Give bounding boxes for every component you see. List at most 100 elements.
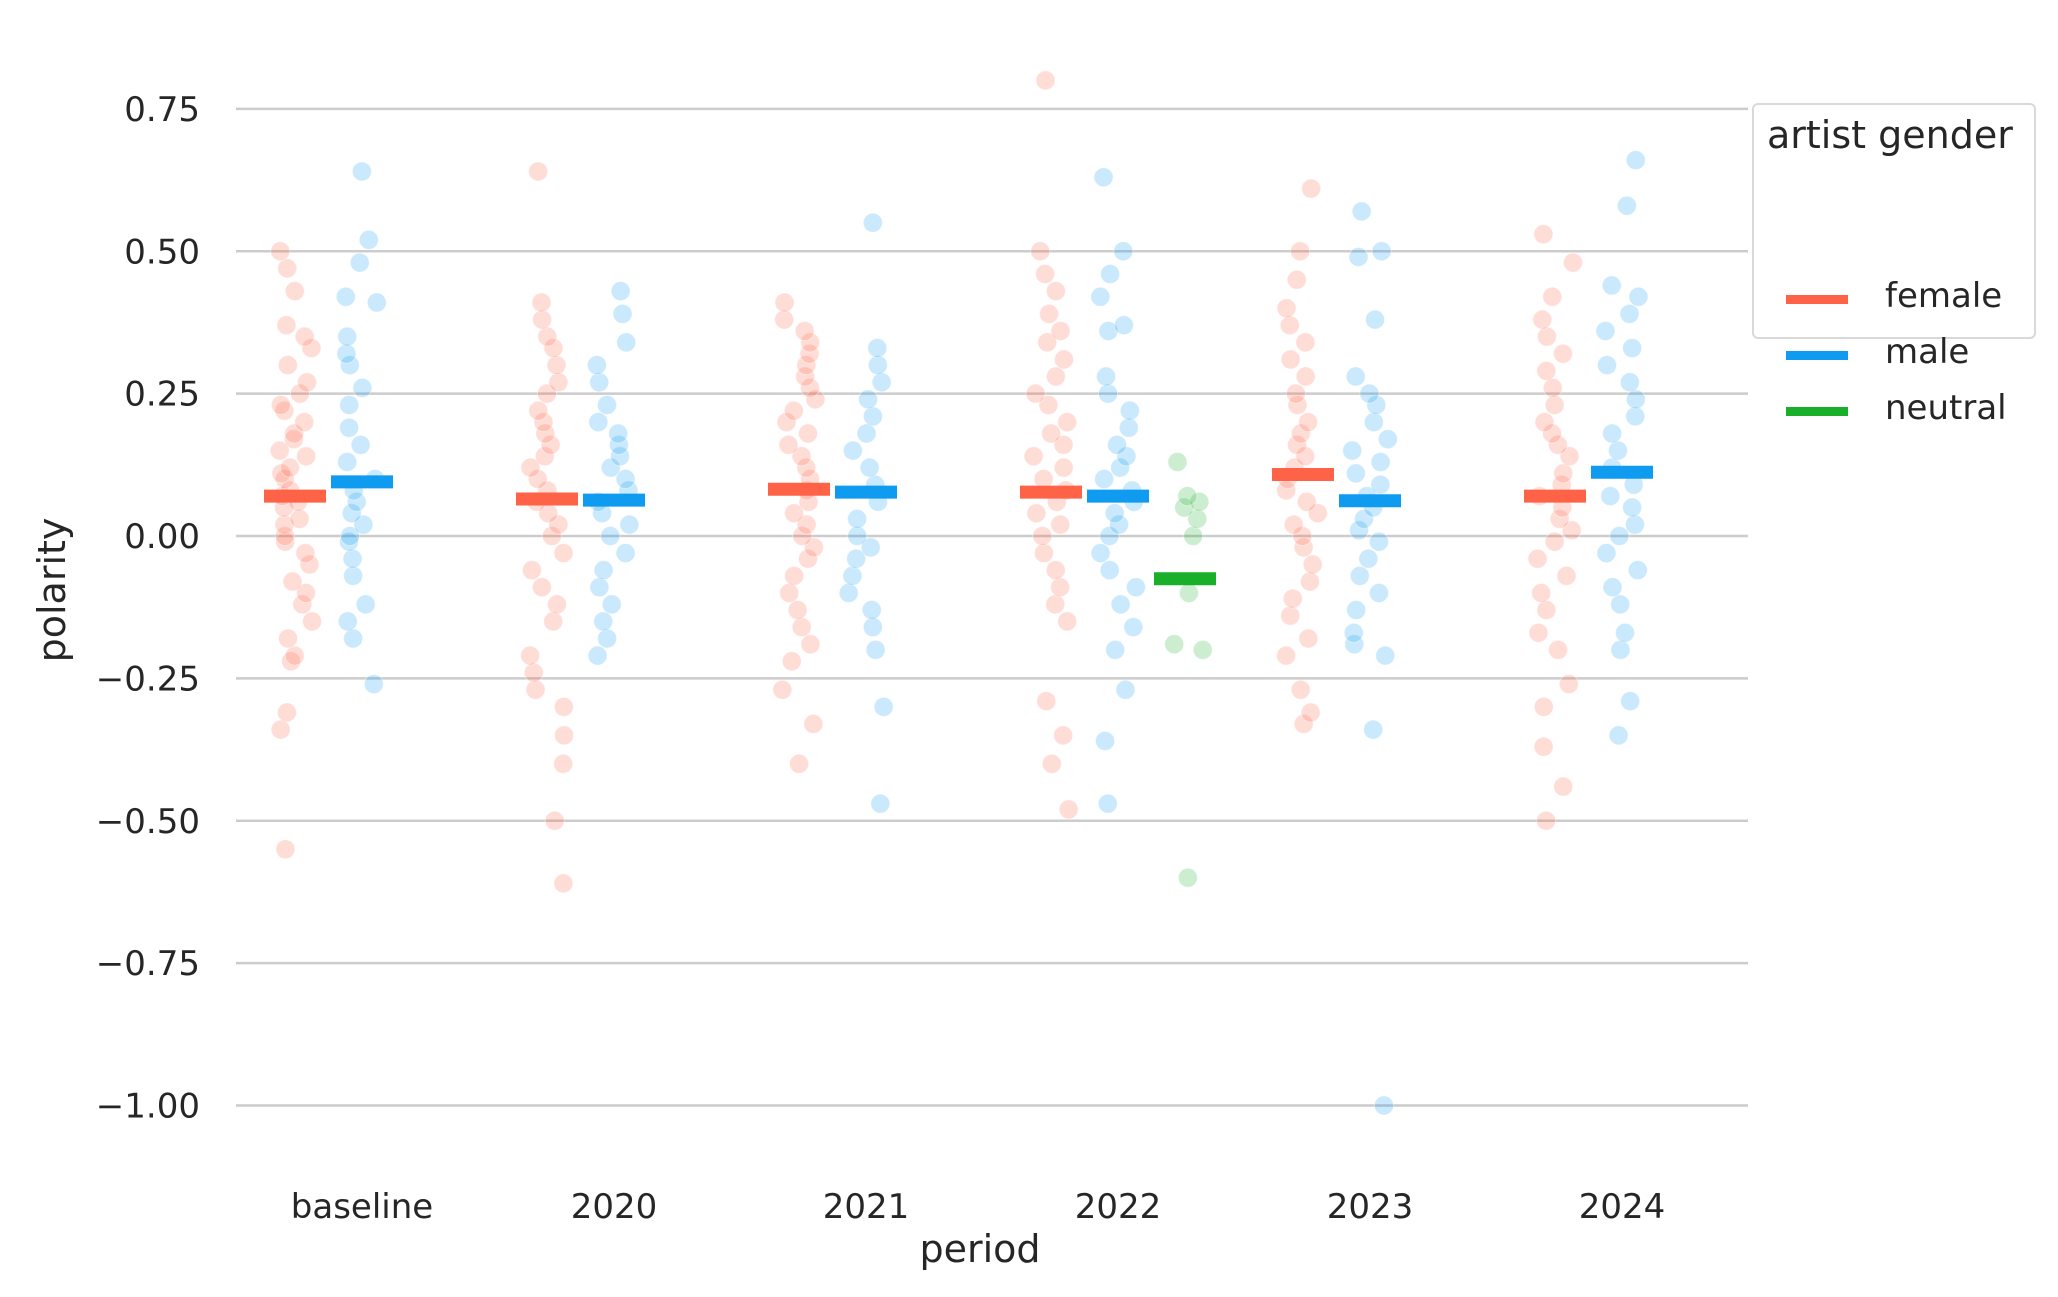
data-point-female [289,508,310,529]
data-point-female [271,463,292,484]
data-point-male [1607,440,1628,461]
data-point-male [335,286,356,307]
data-point-male [1369,582,1390,603]
data-point-male [1614,622,1635,643]
legend-label-female: female [1885,276,2003,316]
data-point-female [269,440,290,461]
data-point-female [1058,799,1079,820]
data-point-male [358,229,379,250]
data-point-female [1038,395,1059,416]
data-point-female [794,320,815,341]
data-point-female [1045,560,1066,581]
data-point-male [1115,679,1136,700]
data-point-male [847,508,868,529]
data-point-male [858,389,879,410]
data-point-female [1045,281,1066,302]
data-point-female [274,469,295,490]
data-point-female [1039,303,1060,324]
data-point-male [363,674,384,695]
data-point-male [1346,600,1367,621]
data-point-male [351,161,372,182]
mean-markers [264,465,1653,586]
data-point-male [1363,412,1384,433]
data-point-female [1035,264,1056,285]
data-point-female [533,412,554,433]
data-point-female [537,326,558,347]
data-point-female [554,725,575,746]
y-axis-label: polarity [30,518,74,663]
data-point-male [1118,417,1139,438]
data-point-female [544,810,565,831]
data-point-male [339,355,360,376]
data-point-male [1370,474,1391,495]
data-point-male [340,526,361,546]
data-point-female [1280,349,1301,370]
data-point-female [1037,332,1058,353]
data-point-male [1348,246,1369,267]
data-point-female [795,366,816,387]
gridlines [236,107,1748,1107]
data-point-male [1627,560,1648,581]
data-point-female [1532,309,1553,330]
data-point-male [862,212,883,233]
data-point-male [1349,565,1370,586]
data-point-male [1365,309,1386,330]
data-point-male [1096,366,1117,387]
data-point-male [1609,526,1630,546]
data-point-female [1549,508,1570,529]
data-point-female [301,338,322,359]
data-point-female [1544,395,1565,416]
data-point-neutral [1174,497,1195,518]
data-point-female [1050,514,1071,535]
data-point-male [610,281,631,302]
data-point-female [523,662,544,683]
data-point-female [282,571,303,592]
data-point-male [1095,731,1116,752]
data-point-neutral [1178,582,1199,603]
data-point-female [1290,423,1311,444]
data-point-male [870,793,891,814]
data-point-male [862,406,883,427]
data-point-female [270,241,291,262]
data-point-male [1119,400,1140,421]
data-point-male [1619,303,1640,324]
legend-label-neutral: neutral [1885,388,2007,428]
data-point-female [784,565,805,586]
data-point-neutral [1164,634,1185,655]
data-point-female [799,377,820,398]
data-point-male [1363,719,1384,740]
data-point-female [1057,412,1078,433]
data-points [269,70,1649,1116]
data-point-male [1090,286,1111,307]
x-tick-labels: baseline 2020 2021 2022 2023 2024 [291,1187,1665,1227]
y-tick-label: 0.25 [124,375,200,415]
data-point-female [540,434,561,455]
data-point-male [842,440,863,461]
data-point-male [1371,241,1392,262]
data-point-neutral [1189,491,1210,512]
data-point-male [1099,526,1120,546]
data-point-female [1041,753,1062,774]
data-point-female [1299,571,1320,592]
y-tick-label: 0.75 [124,90,200,130]
data-point-female [796,355,817,376]
data-point-male [588,412,609,433]
data-point-male [838,582,859,603]
data-point-male [589,577,610,598]
data-point-female [534,446,555,467]
data-point-female [295,582,316,603]
data-point-male [353,514,374,535]
data-point-female [784,503,805,524]
data-point-female [1025,383,1046,404]
data-point-female [531,292,552,313]
data-point-male [1098,383,1119,404]
data-point-male [1620,691,1641,712]
data-point-female [1536,600,1557,621]
data-point-male [589,372,610,393]
data-point-male [1377,429,1398,450]
data-point-female [1527,548,1548,569]
data-point-male [1366,395,1387,416]
data-point-female [1282,588,1303,609]
data-point-neutral [1177,867,1198,888]
data-point-female [797,423,818,444]
